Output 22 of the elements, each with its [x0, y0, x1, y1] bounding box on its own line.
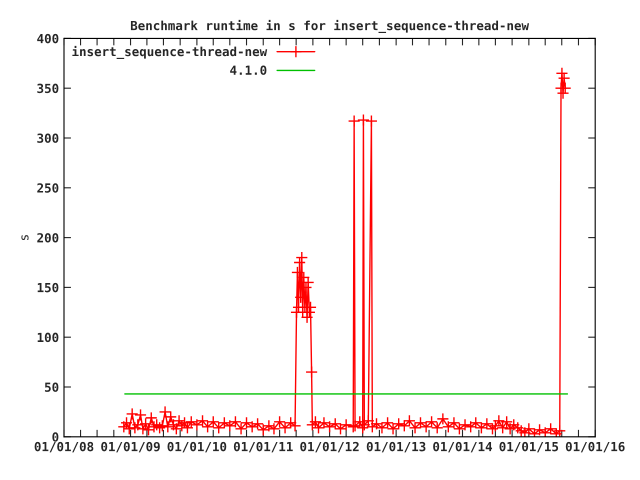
y-axis-title: s — [21, 235, 29, 240]
legend-label: 4.1.0 — [230, 65, 266, 75]
x-tick-label: 01/01/12 — [300, 442, 359, 452]
x-tick-label: 01/01/08 — [34, 442, 94, 452]
y-tick-label: 200 — [37, 233, 58, 243]
y-tick-label: 0 — [52, 432, 58, 442]
x-tick-label: 01/01/13 — [366, 442, 426, 452]
x-tick-label: 01/01/09 — [101, 442, 160, 452]
x-tick-label: 01/01/15 — [499, 442, 558, 452]
chart-title: Benchmark runtime in s for insert_sequence-thread-new — [130, 20, 530, 34]
legend-label: insert_sequence-thread-new — [72, 46, 268, 60]
x-tick-label: 01/01/10 — [168, 442, 226, 452]
y-tick-label: 50 — [44, 382, 58, 392]
y-tick-label: 400 — [37, 34, 58, 44]
y-tick-label: 300 — [37, 133, 58, 143]
y-tick-label: 100 — [38, 332, 58, 342]
y-tick-label: 350 — [37, 84, 58, 94]
x-tick-label: 01/01/11 — [234, 442, 293, 452]
x-tick-label: 01/01/14 — [433, 442, 492, 452]
x-tick-label: 01/01/16 — [566, 442, 625, 452]
y-tick-label: 250 — [37, 183, 58, 193]
y-tick-label: 150 — [38, 282, 58, 292]
